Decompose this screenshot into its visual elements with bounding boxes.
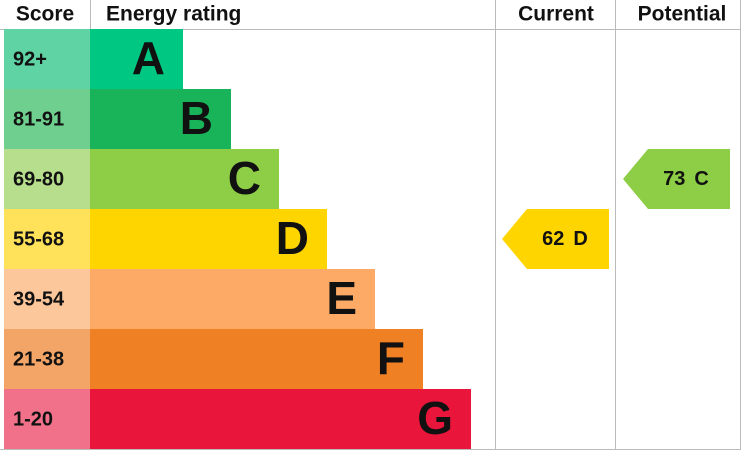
potential-value: 73 — [663, 168, 685, 190]
header-energy-rating: Energy rating — [106, 3, 241, 26]
score-cell — [4, 269, 90, 329]
band-bar — [90, 389, 471, 449]
band-letter: C — [228, 152, 261, 204]
current-value: 62 — [542, 228, 564, 250]
score-cell — [4, 89, 90, 149]
current-letter: D — [573, 228, 587, 250]
current-label: 62 D — [542, 228, 588, 250]
score-cell — [4, 209, 90, 269]
potential-label: 73 C — [663, 168, 709, 190]
band-bar — [90, 149, 279, 209]
band-bar — [90, 89, 231, 149]
band-letter: G — [417, 392, 453, 444]
score-label: 81-91 — [13, 108, 64, 130]
score-label: 55-68 — [13, 228, 64, 250]
score-cell — [4, 389, 90, 449]
score-label: 69-80 — [13, 168, 64, 190]
potential-letter: C — [694, 168, 708, 190]
header-potential: Potential — [638, 3, 727, 26]
band-bar — [90, 269, 375, 329]
score-label: 39-54 — [13, 288, 65, 310]
score-label: 21-38 — [13, 348, 64, 370]
band-letter: E — [326, 272, 357, 324]
score-label: 1-20 — [13, 408, 53, 430]
header-score: Score — [16, 3, 74, 26]
band-bar — [90, 29, 183, 89]
band-letter: B — [180, 92, 213, 144]
band-letter: D — [276, 212, 309, 264]
band-letter: A — [132, 32, 165, 84]
band-bar — [90, 209, 327, 269]
score-cell — [4, 329, 90, 389]
header-current: Current — [518, 3, 594, 26]
band-bar — [90, 329, 423, 389]
potential-arrow — [623, 149, 730, 209]
current-arrow — [502, 209, 609, 269]
score-label: 92+ — [13, 48, 47, 70]
score-cell — [4, 29, 90, 89]
band-letter: F — [377, 332, 405, 384]
score-cell — [4, 149, 90, 209]
